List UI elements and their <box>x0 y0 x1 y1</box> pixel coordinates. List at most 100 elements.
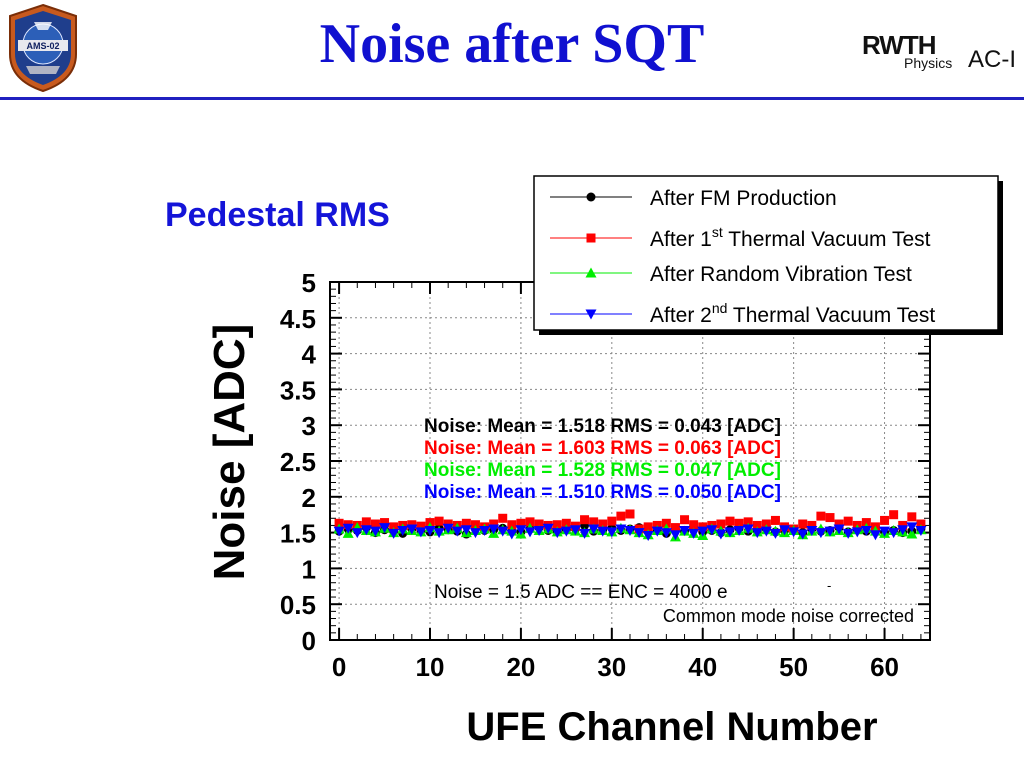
ams02-mission-patch-icon: AMS-02 <box>9 3 77 93</box>
data-point-series-4 <box>651 526 663 537</box>
data-point-series-4 <box>815 528 827 539</box>
data-point-series-4 <box>569 525 581 536</box>
data-point-series-4 <box>624 525 636 536</box>
data-point-series-2 <box>834 519 844 529</box>
data-point-series-4 <box>851 527 863 538</box>
legend-label-base: After 2 <box>650 304 712 327</box>
data-point-series-4 <box>542 523 554 534</box>
y-tick-label: 1.5 <box>280 519 316 549</box>
data-point-series-4 <box>606 527 618 538</box>
data-point-series-4 <box>533 525 545 536</box>
data-point-series-2 <box>625 509 635 519</box>
legend-marker-4 <box>585 309 597 320</box>
data-point-series-4 <box>751 528 763 539</box>
data-point-series-2 <box>580 515 590 525</box>
data-point-series-4 <box>551 528 563 539</box>
data-point-series-4 <box>860 525 872 536</box>
data-point-series-2 <box>743 517 753 527</box>
data-point-series-2 <box>725 516 735 526</box>
data-point-series-2 <box>680 515 690 525</box>
data-point-series-4 <box>433 528 445 539</box>
data-point-series-4 <box>806 525 818 536</box>
data-point-series-4 <box>869 530 881 541</box>
legend-label-2: After 1st Thermal Vacuum Test <box>650 224 931 251</box>
data-point-series-4 <box>706 525 718 536</box>
data-point-series-2 <box>589 517 599 527</box>
data-point-series-4 <box>333 526 345 537</box>
legend-label-sup: nd <box>712 300 728 316</box>
data-point-series-2 <box>689 520 699 530</box>
legend-label-1: After FM Production <box>650 187 837 210</box>
data-point-series-4 <box>588 524 600 535</box>
data-point-series-4 <box>497 526 509 537</box>
ams02-logo-text: AMS-02 <box>26 41 59 51</box>
data-point-series-2 <box>434 516 444 526</box>
x-axis-title: UFE Channel Number <box>466 705 877 749</box>
data-point-series-4 <box>406 524 418 535</box>
data-point-series-4 <box>769 528 781 539</box>
stats-line-1: Noise: Mean = 1.518 RMS = 0.043 [ADC] <box>424 416 781 437</box>
y-tick-label: 4.5 <box>280 304 316 334</box>
y-tick-label: 0.5 <box>280 590 316 620</box>
data-point-series-2 <box>561 518 571 528</box>
data-point-series-4 <box>397 525 409 536</box>
legend-marker-1 <box>586 192 596 202</box>
data-point-series-2 <box>616 511 626 521</box>
x-tick-label: 50 <box>779 652 808 682</box>
data-point-series-4 <box>697 526 709 537</box>
data-point-series-4 <box>388 528 400 539</box>
data-point-series-4 <box>715 529 727 540</box>
data-point-series-4 <box>369 526 381 537</box>
data-point-series-2 <box>880 515 890 525</box>
rwth-logo-main: RWTH <box>862 30 937 60</box>
legend-label-base: After FM Production <box>650 187 837 210</box>
y-tick-label: 2 <box>302 483 316 513</box>
data-point-series-2 <box>861 518 871 528</box>
data-point-series-4 <box>579 528 591 539</box>
legend-label-4: After 2nd Thermal Vacuum Test <box>650 300 935 327</box>
data-point-series-4 <box>469 528 481 539</box>
x-tick-label: 60 <box>870 652 899 682</box>
data-point-series-2 <box>643 522 653 532</box>
y-tick-label: 5 <box>302 268 316 298</box>
data-point-series-4 <box>633 528 645 539</box>
y-tick-label: 0 <box>302 626 316 656</box>
data-point-series-2 <box>716 519 726 529</box>
legend-label-base: After 1 <box>650 228 712 251</box>
legend-marker-3 <box>585 267 597 278</box>
data-point-series-4 <box>479 525 491 536</box>
data-point-series-2 <box>389 522 399 532</box>
data-point-series-4 <box>515 525 527 536</box>
data-point-series-2 <box>470 520 480 530</box>
title-divider <box>0 97 1024 100</box>
data-point-series-2 <box>843 516 853 526</box>
data-point-series-4 <box>424 525 436 536</box>
data-point-series-4 <box>915 525 927 536</box>
data-point-series-4 <box>642 530 654 541</box>
data-point-series-2 <box>770 515 780 525</box>
data-point-series-2 <box>916 519 926 529</box>
x-tick-label: 10 <box>416 652 445 682</box>
data-point-series-2 <box>552 520 562 530</box>
data-point-series-4 <box>779 525 791 536</box>
data-point-series-4 <box>660 528 672 539</box>
x-tick-label: 20 <box>506 652 535 682</box>
data-point-series-4 <box>906 522 918 533</box>
data-point-series-4 <box>597 526 609 537</box>
legend-marker-2 <box>586 233 596 243</box>
data-point-series-2 <box>507 520 517 530</box>
data-point-series-2 <box>361 517 371 527</box>
legend-label-tail: Thermal Vacuum Test <box>727 304 935 327</box>
data-point-series-2 <box>416 521 426 531</box>
data-point-series-4 <box>824 526 836 537</box>
data-point-series-4 <box>351 528 363 539</box>
legend-label-sup: st <box>712 224 723 240</box>
data-point-series-2 <box>380 518 390 528</box>
rwth-logo-ac: AC-I <box>968 46 1016 73</box>
data-point-series-2 <box>798 519 808 529</box>
slide-title: Noise after SQT <box>319 13 705 75</box>
data-point-series-4 <box>888 528 900 539</box>
data-point-series-4 <box>488 524 500 535</box>
data-point-series-2 <box>670 523 680 533</box>
data-point-series-4 <box>788 527 800 538</box>
